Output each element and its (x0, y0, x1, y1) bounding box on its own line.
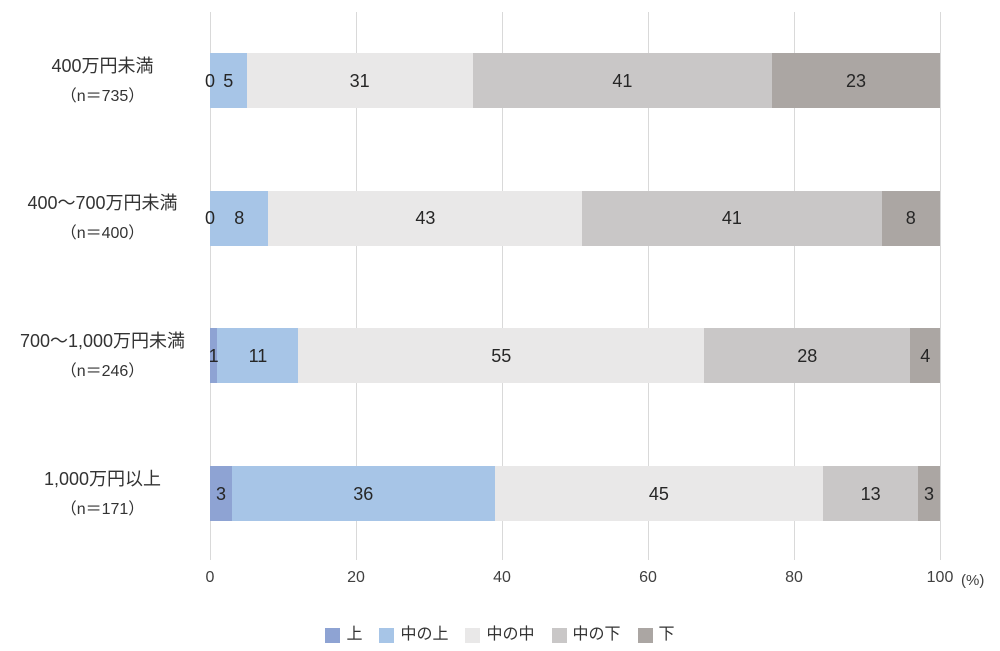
bar-segment-中の下: 41 (472, 53, 773, 108)
legend-item: 中の上 (379, 627, 448, 643)
bar-segment-中の下: 41 (582, 190, 882, 246)
category-name: 400～700万円未満 (27, 193, 178, 214)
category-name: 700～1,000万円未満 (19, 330, 186, 351)
segment-value-label: 55 (491, 345, 512, 366)
bar-segment-中の中: 55 (298, 328, 705, 384)
x-tick-label: 80 (785, 569, 803, 586)
x-tick-label: 20 (347, 569, 365, 586)
segment-value-label: 8 (905, 208, 916, 229)
category-sample-size: （n＝246） (60, 362, 145, 380)
bar-segment-中の上: 8 (210, 190, 269, 246)
x-tick-label: 40 (493, 569, 511, 586)
segment-value-label: 11 (248, 345, 268, 366)
gridline (502, 12, 503, 560)
bar-segment-中の下: 28 (704, 328, 911, 384)
bar-segment-下: 4 (910, 328, 940, 384)
segment-value-label: 8 (234, 208, 245, 229)
gridline (794, 12, 795, 560)
axis-unit-label: (%) (961, 572, 985, 589)
gridline (210, 12, 211, 560)
bar-segment-中の中: 45 (494, 466, 824, 522)
bar-row: 0 5 31 41 23 (205, 53, 940, 108)
legend-label: 上 (346, 626, 363, 643)
category-sample-size: （n＝735） (60, 87, 145, 105)
category-label: 700～1,000万円未満 （n＝246） (0, 318, 205, 394)
legend-item: 中の中 (465, 626, 535, 643)
segment-value-label: 3 (924, 483, 935, 504)
category-name: 1,000万円以上 (43, 468, 162, 489)
segment-value-label: 45 (648, 483, 669, 504)
gridline (648, 12, 649, 560)
legend-swatch-icon (637, 627, 653, 643)
category-name: 400万円未満 (51, 55, 154, 76)
segment-value-label: 41 (721, 208, 742, 229)
category-label: 400万円未満 （n＝735） (0, 43, 205, 119)
legend-label: 中の中 (486, 626, 535, 643)
bar-segment-上: 3 (210, 466, 232, 522)
bar-segment-下: 3 (918, 466, 940, 522)
segment-value-label: 0 (205, 208, 216, 229)
bar-segment-中の中: 43 (268, 190, 583, 246)
segment-value-label: 13 (860, 483, 881, 504)
segment-value-label: 5 (223, 70, 234, 91)
bar-segment-中の中: 31 (246, 53, 473, 108)
legend-item: 下 (637, 626, 675, 643)
legend: 上 中の上 中の中 中の下 下 (0, 622, 1000, 648)
x-tick-label: 100 (926, 569, 954, 586)
bar-segment-中の上: 5 (210, 53, 247, 108)
gridline (940, 12, 941, 560)
segment-value-label: 28 (797, 345, 818, 366)
segment-value-label: 1 (208, 345, 219, 366)
category-label: 1,000万円以上 （n＝171） (0, 456, 205, 532)
bar-segment-中の下: 13 (823, 466, 919, 522)
category-sample-size: （n＝171） (60, 500, 145, 518)
bar-segment-上: 1 (208, 328, 219, 384)
segment-value-label: 0 (205, 70, 216, 91)
category-sample-size: （n＝400） (60, 225, 145, 243)
legend-label: 中の下 (572, 626, 621, 643)
segment-value-label: 3 (215, 483, 226, 504)
bar-row: 0 8 43 41 8 (205, 190, 940, 246)
bar-row: 3 36 45 13 3 (210, 466, 940, 522)
segment-value-label: 31 (349, 70, 370, 91)
bar-segment-下: 8 (881, 190, 940, 246)
legend-swatch-icon (465, 627, 481, 643)
plot-area: 0 5 31 41 23 0 8 43 41 8 1 11 55 28 4 3 36 45 13 3 (205, 12, 941, 560)
legend-label: 中の上 (400, 626, 449, 643)
gridline (356, 12, 357, 560)
category-label: 400～700万円未満 （n＝400） (0, 180, 205, 256)
bar-row: 1 11 55 28 4 (208, 328, 940, 384)
bar-segment-下: 23 (772, 53, 940, 108)
legend-swatch-icon (379, 627, 395, 643)
segment-value-label: 41 (612, 70, 633, 91)
x-tick-label: 60 (639, 569, 657, 586)
bar-segment-中の上: 36 (231, 466, 495, 522)
segment-value-label: 4 (920, 345, 931, 366)
segment-value-label: 43 (415, 208, 436, 229)
x-axis: 0 20 40 60 80 100 (206, 566, 954, 590)
legend-swatch-icon (551, 627, 567, 643)
x-tick-label: 0 (205, 569, 215, 586)
legend-label: 下 (658, 626, 675, 643)
legend-item: 上 (325, 627, 362, 643)
legend-swatch-icon (325, 627, 341, 643)
segment-value-label: 36 (353, 483, 374, 504)
bar-segment-中の上: 11 (217, 328, 299, 384)
segment-value-label: 23 (846, 70, 867, 91)
legend-item: 中の下 (551, 626, 621, 643)
